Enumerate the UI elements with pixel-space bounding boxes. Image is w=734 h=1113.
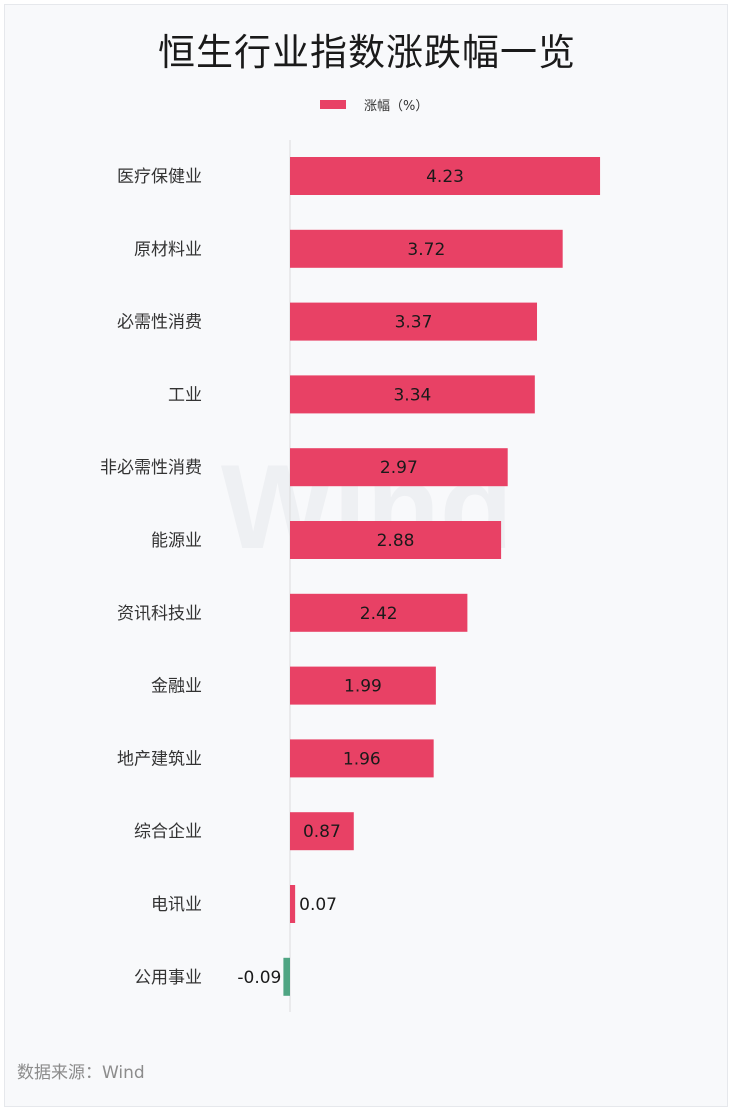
value-label: 0.07: [299, 895, 337, 915]
legend: 涨幅（%）: [320, 94, 428, 114]
bar-9: [290, 739, 434, 778]
value-label: 2.88: [377, 531, 415, 551]
category-label: 综合企业: [134, 822, 202, 842]
value-label: 2.42: [360, 604, 398, 624]
category-label: 非必需性消费: [100, 458, 202, 478]
bar-11: [290, 885, 296, 923]
bar-8: [290, 666, 436, 705]
category-label: 必需性消费: [117, 313, 202, 333]
bar-3: [290, 302, 538, 341]
category-label: 地产建筑业: [117, 749, 202, 769]
value-label: 1.96: [343, 749, 381, 769]
bar-6: [290, 521, 502, 559]
source-note: 数据来源：Wind: [17, 1063, 145, 1083]
value-label: 4.23: [426, 167, 464, 187]
chart-title: 恒生行业指数涨跌幅一览: [158, 31, 576, 74]
category-label: 工业: [168, 385, 202, 405]
value-label: 3.34: [393, 385, 431, 405]
value-label: 3.72: [407, 240, 445, 260]
category-label: 公用事业: [134, 968, 202, 988]
category-label: 资讯科技业: [117, 604, 202, 624]
bar-2: [290, 229, 563, 268]
bar-10: [290, 812, 354, 851]
value-label: 1.99: [344, 677, 382, 697]
bar-4: [290, 375, 535, 414]
bar-1: [290, 157, 601, 195]
bar-12: [283, 957, 290, 996]
value-label: 2.97: [380, 458, 418, 478]
legend-swatch: [320, 99, 346, 109]
category-label: 能源业: [151, 531, 202, 551]
value-label: -0.09: [237, 968, 281, 988]
bar-7: [290, 593, 468, 632]
category-label: 医疗保健业: [117, 167, 202, 187]
legend-label: 涨幅（%）: [364, 98, 429, 114]
bar-5: [290, 448, 508, 487]
category-label: 金融业: [151, 677, 202, 697]
category-label: 原材料业: [134, 240, 202, 260]
value-label: 3.37: [395, 313, 433, 333]
category-label: 电讯业: [151, 895, 202, 915]
value-label: 0.87: [303, 822, 341, 842]
